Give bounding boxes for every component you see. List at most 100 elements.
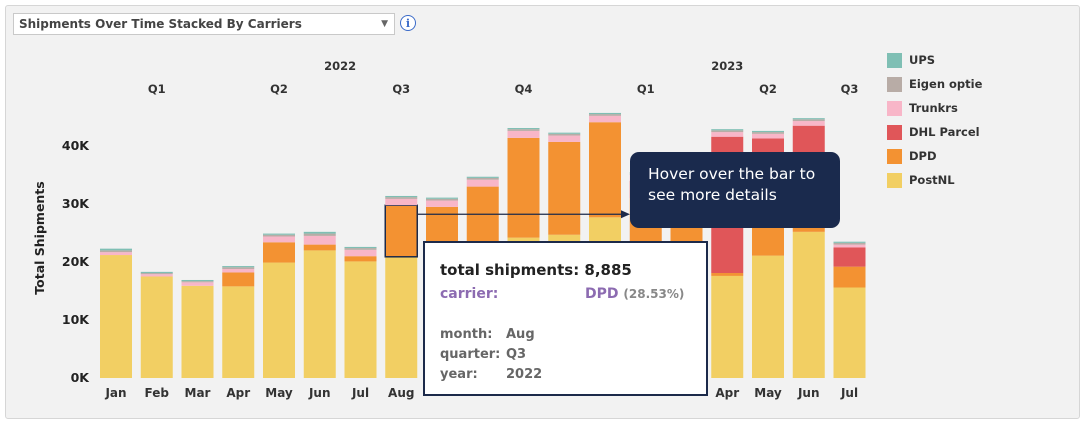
bar-segment[interactable] <box>303 231 336 234</box>
bar-segment[interactable] <box>100 248 132 251</box>
bar-segment[interactable] <box>140 273 173 275</box>
bar-segment[interactable] <box>711 275 744 378</box>
bar-segment[interactable] <box>385 195 418 198</box>
bar-segment[interactable] <box>344 246 377 249</box>
bar-segment[interactable] <box>426 198 458 201</box>
tooltip-quarter-value: Q3 <box>506 347 527 362</box>
bar-segment[interactable] <box>100 255 132 378</box>
bar-segment[interactable] <box>589 112 621 115</box>
bar-segment[interactable] <box>833 287 866 378</box>
tooltip-connector <box>417 210 630 219</box>
bar-segment[interactable] <box>752 255 784 378</box>
bar-segment[interactable] <box>833 244 866 248</box>
chart-type-select[interactable]: Shipments Over Time Stacked By Carriers … <box>13 13 395 35</box>
bar-segment[interactable] <box>752 132 784 134</box>
bar-segment[interactable] <box>140 276 173 379</box>
bar-segment[interactable] <box>833 247 866 267</box>
bar-segment[interactable] <box>548 135 581 142</box>
bar-segment[interactable] <box>589 114 621 116</box>
bar-segment[interactable] <box>711 273 744 276</box>
bar-segment[interactable] <box>222 266 255 268</box>
bar-segment[interactable] <box>466 176 499 178</box>
tooltip-year-row: year: 2022 <box>440 367 542 382</box>
bar-segment[interactable] <box>385 197 418 199</box>
bar-segment[interactable] <box>589 115 621 123</box>
bar-segment[interactable] <box>752 130 784 133</box>
bar-segment[interactable] <box>792 231 825 378</box>
bar-segment[interactable] <box>711 132 744 137</box>
bar-segment[interactable] <box>507 128 540 130</box>
bar-segment[interactable] <box>548 141 581 235</box>
bar-segment[interactable] <box>466 177 499 180</box>
chart-select-value: Shipments Over Time Stacked By Carriers <box>19 17 302 31</box>
year-label: 2022 <box>324 59 356 73</box>
connector-arrowhead <box>621 210 630 219</box>
x-tick-label: Feb <box>145 386 170 400</box>
bar-segment[interactable] <box>303 250 336 378</box>
bar-segment[interactable] <box>303 244 336 251</box>
bar-segment[interactable] <box>100 252 132 256</box>
bar-segment[interactable] <box>548 132 581 134</box>
bar-segment[interactable] <box>100 250 132 253</box>
bar-segment[interactable] <box>792 226 825 232</box>
bar-segment[interactable] <box>222 268 255 273</box>
legend-swatch <box>887 149 902 164</box>
bar-segment[interactable] <box>548 133 581 136</box>
bar-segment[interactable] <box>466 179 499 187</box>
bar-segment-highlighted[interactable] <box>384 204 418 258</box>
bar-segment[interactable] <box>181 285 214 378</box>
legend-swatch <box>887 173 902 188</box>
bar-segment[interactable] <box>833 241 866 243</box>
bar-segment[interactable] <box>385 256 418 378</box>
bar-segment[interactable] <box>181 279 214 282</box>
bar-segment[interactable] <box>507 129 540 131</box>
y-tick-label: 20K <box>62 254 90 269</box>
legend-label: DPD <box>909 149 937 163</box>
quarter-labels: Q1 Q2 Q3 Q4 Q1 Q2 Q3 <box>148 82 859 96</box>
bar-segment[interactable] <box>466 186 499 251</box>
bar-segment[interactable] <box>263 234 295 237</box>
bar-segment[interactable] <box>426 197 458 199</box>
info-icon[interactable]: i <box>400 15 416 31</box>
bar-segment[interactable] <box>181 281 214 283</box>
bar-segment[interactable] <box>792 119 825 122</box>
bar-segment[interactable] <box>263 233 295 235</box>
bar-segment[interactable] <box>140 274 173 277</box>
chevron-down-icon[interactable]: ▼ <box>381 19 388 29</box>
bar-segment[interactable] <box>385 198 418 206</box>
legend-swatch <box>887 125 902 140</box>
bar-segment[interactable] <box>711 130 744 133</box>
bar-segment[interactable] <box>792 118 825 120</box>
quarter-label: Q1 <box>637 82 655 96</box>
bar-segment[interactable] <box>426 200 458 207</box>
x-tick-label: May <box>754 386 782 400</box>
legend-swatch <box>887 77 902 92</box>
bar-segment[interactable] <box>140 271 173 274</box>
x-tick-label: Apr <box>715 386 739 400</box>
bar-segment[interactable] <box>507 130 540 138</box>
bar-segment[interactable] <box>344 256 377 262</box>
bar-segment[interactable] <box>222 267 255 269</box>
bar-segment[interactable] <box>181 282 214 286</box>
legend-label: Eigen optie <box>909 77 983 91</box>
quarter-label: Q2 <box>270 82 288 96</box>
bar-segment[interactable] <box>711 129 744 131</box>
bar-segment[interactable] <box>222 286 255 378</box>
bar-segment[interactable] <box>833 242 866 245</box>
bar-segment[interactable] <box>507 137 540 238</box>
bar-segment[interactable] <box>263 242 295 263</box>
bar-segment[interactable] <box>792 121 825 126</box>
bar-segment[interactable] <box>344 248 377 250</box>
bar-segment[interactable] <box>833 266 866 288</box>
bar-segment[interactable] <box>344 249 377 257</box>
bar-segment[interactable] <box>752 133 784 139</box>
bar-segment[interactable] <box>344 261 377 378</box>
bar-segment[interactable] <box>589 122 621 218</box>
bar-segment[interactable] <box>263 236 295 243</box>
bar-segment[interactable] <box>303 235 336 245</box>
bar-segment[interactable] <box>263 262 295 378</box>
bar-segment[interactable] <box>222 272 255 287</box>
bar-segment[interactable] <box>303 233 336 236</box>
x-tick-label: Jun <box>797 386 820 400</box>
x-tick-label: Jan <box>104 386 126 400</box>
